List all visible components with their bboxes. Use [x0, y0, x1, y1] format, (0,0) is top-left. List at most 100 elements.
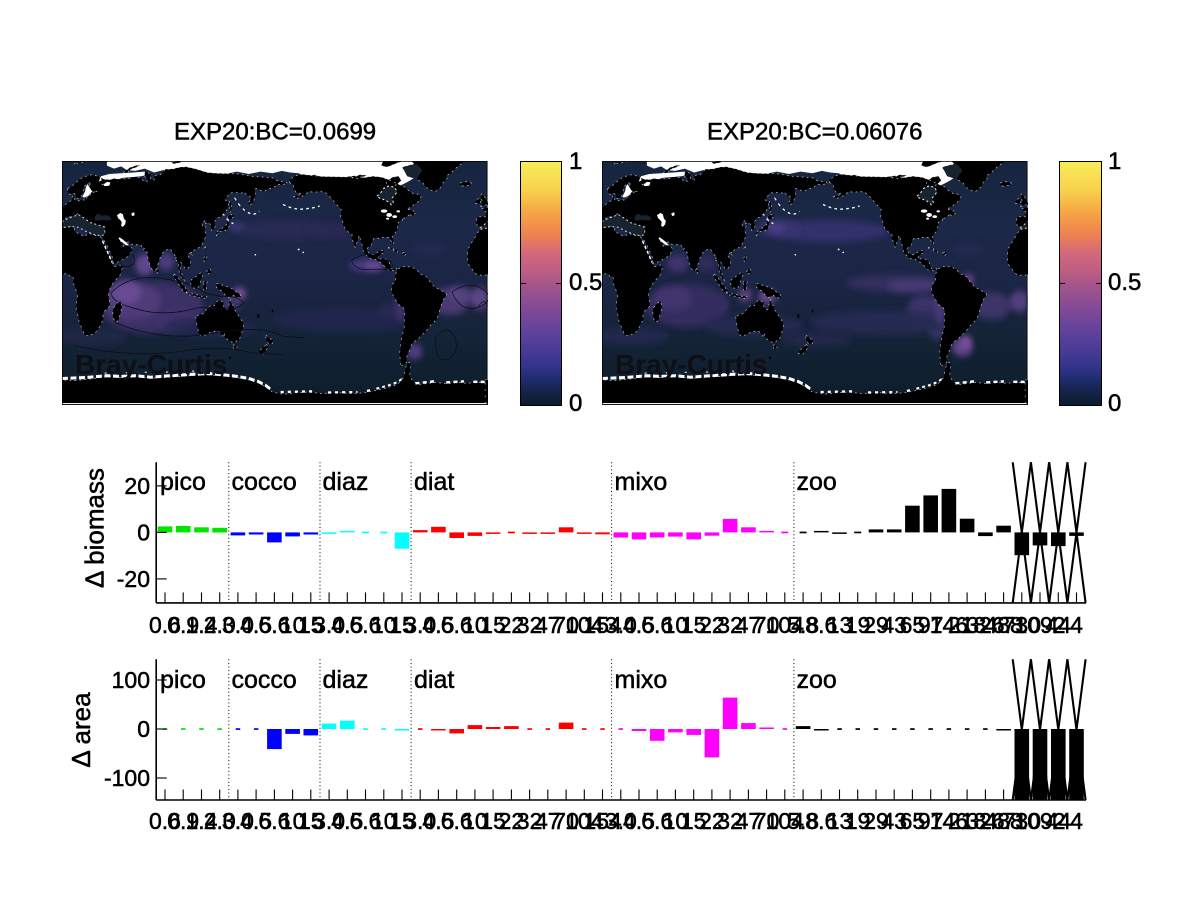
- svg-text:146: 146: [930, 808, 968, 834]
- svg-text:6.6: 6.6: [641, 612, 673, 638]
- svg-text:326: 326: [966, 612, 1004, 638]
- svg-text:5.8: 5.8: [787, 808, 819, 834]
- svg-text:10: 10: [462, 612, 488, 638]
- svg-text:8.6: 8.6: [805, 808, 837, 834]
- svg-text:15: 15: [480, 808, 506, 834]
- svg-text:13: 13: [827, 808, 853, 834]
- svg-text:3.0: 3.0: [605, 612, 637, 638]
- svg-text:730: 730: [1003, 808, 1041, 834]
- svg-text:10: 10: [280, 612, 306, 638]
- svg-text:488: 488: [984, 612, 1022, 638]
- svg-text:22: 22: [699, 808, 725, 834]
- svg-text:3.0: 3.0: [404, 612, 436, 638]
- svg-text:10: 10: [663, 612, 689, 638]
- svg-text:4.5: 4.5: [240, 612, 272, 638]
- svg-text:diaz: diaz: [323, 666, 369, 694]
- svg-text:104: 104: [766, 808, 805, 834]
- svg-text:65: 65: [900, 612, 926, 638]
- svg-text:6.6: 6.6: [258, 808, 290, 834]
- svg-text:104: 104: [766, 612, 805, 638]
- svg-text:104: 104: [565, 612, 604, 638]
- svg-text:22: 22: [699, 612, 725, 638]
- svg-text:cocco: cocco: [232, 666, 297, 694]
- svg-text:3.0: 3.0: [313, 612, 345, 638]
- svg-text:3.0: 3.0: [313, 808, 345, 834]
- svg-text:Δ area: Δ area: [66, 692, 96, 768]
- svg-text:65: 65: [900, 808, 926, 834]
- svg-text:pico: pico: [160, 666, 206, 694]
- svg-text:6.6: 6.6: [350, 808, 382, 834]
- svg-text:15: 15: [389, 612, 415, 638]
- svg-text:29: 29: [863, 612, 889, 638]
- svg-text:0: 0: [137, 716, 150, 742]
- svg-text:1092: 1092: [1014, 612, 1065, 638]
- svg-text:3.0: 3.0: [605, 808, 637, 834]
- svg-text:1092: 1092: [1014, 808, 1065, 834]
- svg-text:44: 44: [1046, 612, 1072, 638]
- svg-text:488: 488: [984, 808, 1022, 834]
- svg-text:EXP20:BC=0.0699: EXP20:BC=0.0699: [174, 119, 376, 146]
- svg-text:Δ biomass: Δ biomass: [80, 468, 110, 588]
- svg-text:32: 32: [717, 808, 743, 834]
- svg-text:70: 70: [553, 612, 579, 638]
- svg-text:15: 15: [298, 808, 324, 834]
- svg-text:22: 22: [499, 612, 525, 638]
- svg-text:730: 730: [1003, 612, 1041, 638]
- svg-text:4.5: 4.5: [623, 808, 655, 834]
- svg-text:154: 154: [583, 612, 622, 638]
- svg-text:10: 10: [663, 808, 689, 834]
- svg-text:6.6: 6.6: [441, 612, 473, 638]
- svg-text:47: 47: [535, 808, 561, 834]
- svg-text:4.5: 4.5: [422, 808, 454, 834]
- svg-text:mixo: mixo: [615, 666, 668, 694]
- svg-text:218: 218: [948, 808, 986, 834]
- svg-text:zoo: zoo: [797, 666, 837, 694]
- svg-text:15: 15: [389, 808, 415, 834]
- svg-text:100: 100: [112, 667, 150, 693]
- svg-text:32: 32: [517, 612, 543, 638]
- svg-text:pico: pico: [160, 468, 206, 496]
- svg-text:0.9: 0.9: [167, 612, 199, 638]
- svg-text:0.6: 0.6: [149, 808, 181, 834]
- svg-text:146: 146: [930, 612, 968, 638]
- svg-text:8.6: 8.6: [805, 612, 837, 638]
- svg-text:6.6: 6.6: [441, 808, 473, 834]
- svg-text:4.5: 4.5: [331, 808, 363, 834]
- svg-text:97: 97: [918, 808, 944, 834]
- svg-text:1.4: 1.4: [186, 808, 218, 834]
- svg-text:218: 218: [948, 612, 986, 638]
- svg-text:4.5: 4.5: [422, 612, 454, 638]
- svg-text:zoo: zoo: [797, 468, 837, 496]
- svg-text:6.6: 6.6: [350, 612, 382, 638]
- svg-text:0: 0: [137, 520, 150, 546]
- svg-text:29: 29: [863, 808, 889, 834]
- svg-text:1.4: 1.4: [186, 612, 218, 638]
- svg-text:47: 47: [736, 808, 762, 834]
- svg-text:4.5: 4.5: [240, 808, 272, 834]
- svg-text:32: 32: [717, 612, 743, 638]
- svg-text:47: 47: [736, 612, 762, 638]
- svg-text:70: 70: [754, 808, 780, 834]
- svg-text:4.5: 4.5: [623, 612, 655, 638]
- svg-text:97: 97: [918, 612, 944, 638]
- svg-text:diat: diat: [414, 468, 454, 496]
- svg-text:5.8: 5.8: [787, 612, 819, 638]
- svg-text:2.0: 2.0: [204, 612, 236, 638]
- svg-text:19: 19: [845, 808, 871, 834]
- svg-text:-100: -100: [104, 765, 150, 791]
- svg-text:4: 4: [1070, 808, 1083, 834]
- svg-text:19: 19: [845, 612, 871, 638]
- svg-text:70: 70: [553, 808, 579, 834]
- svg-text:3.0: 3.0: [222, 612, 254, 638]
- svg-text:mixo: mixo: [615, 468, 668, 496]
- svg-text:20: 20: [124, 473, 150, 499]
- svg-text:326: 326: [966, 808, 1004, 834]
- svg-text:154: 154: [583, 808, 622, 834]
- svg-text:cocco: cocco: [232, 468, 297, 496]
- svg-text:EXP20:BC=0.06076: EXP20:BC=0.06076: [707, 119, 923, 146]
- svg-text:15: 15: [480, 612, 506, 638]
- svg-text:-20: -20: [117, 566, 150, 592]
- svg-text:4.5: 4.5: [331, 612, 363, 638]
- svg-text:10: 10: [371, 612, 397, 638]
- svg-text:104: 104: [565, 808, 604, 834]
